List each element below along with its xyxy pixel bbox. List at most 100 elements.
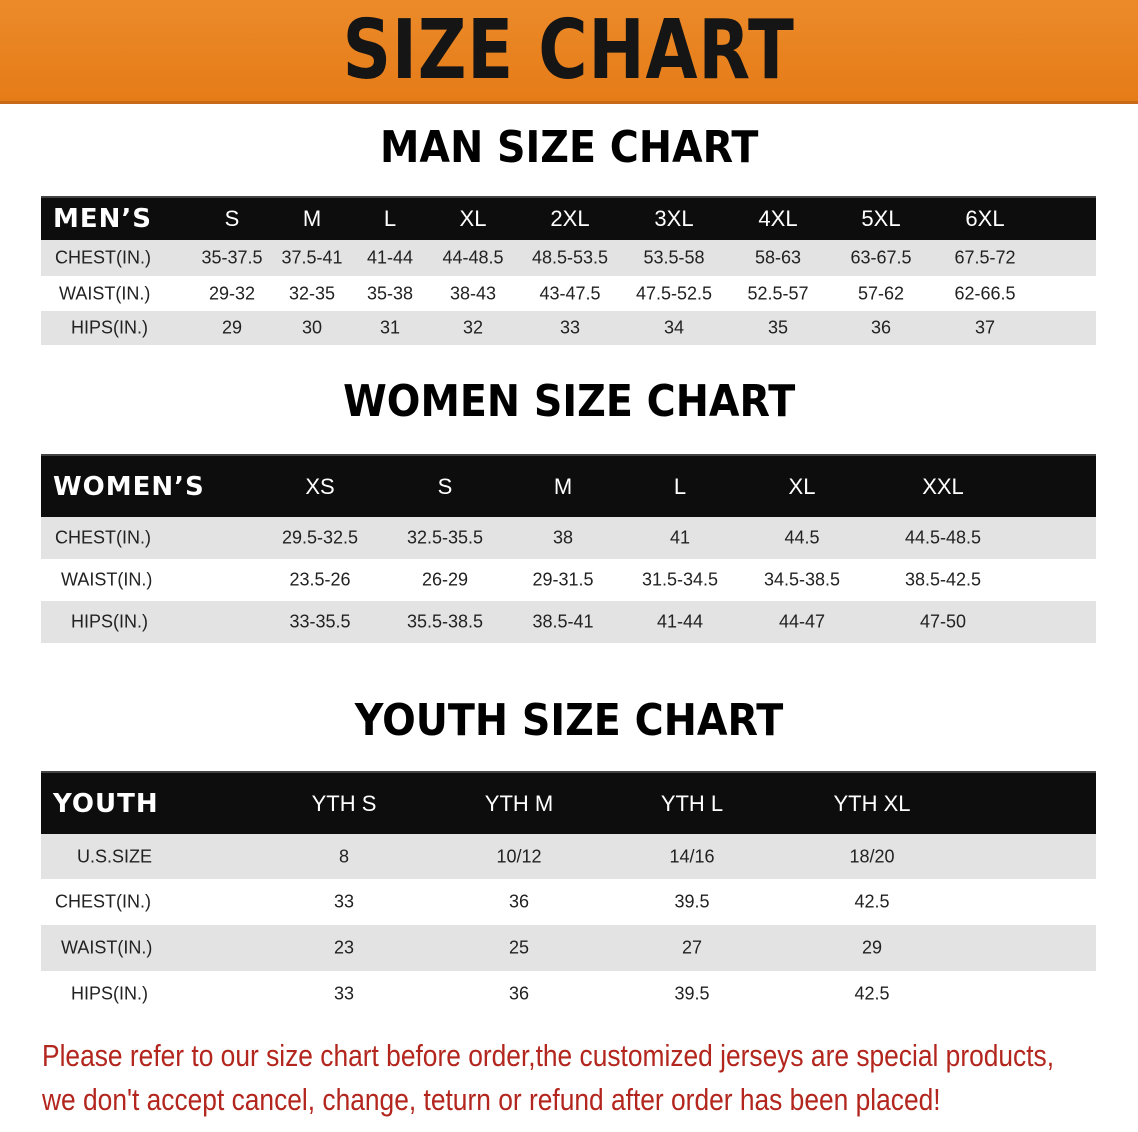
youth-size-table: YOUTH YTH S YTH M YTH L YTH XL U.S.SIZE 8 10/12…: [41, 771, 1096, 1016]
size-value: 39.5: [674, 891, 710, 912]
size-value: 36: [870, 317, 892, 338]
row-label: HIPS(IN.): [71, 611, 149, 632]
size-value: 44.5-48.5: [904, 527, 982, 548]
table-name: WOMEN’S: [53, 471, 205, 502]
table-header: WOMEN’S XS S M L XL XXL: [41, 454, 1096, 517]
size-value: 10/12: [496, 846, 542, 866]
size-value: 36: [508, 891, 530, 912]
size-value: 57-62: [857, 283, 905, 303]
notice-line-2: we don't accept cancel, change, teturn o…: [42, 1082, 941, 1117]
size-header: XS: [305, 473, 335, 499]
table-name: YOUTH: [53, 788, 159, 819]
table-row: CHEST(IN.) 35-37.5 37.5-41 41-44 44-48.5 48.5…: [41, 240, 1096, 276]
size-value: 25: [508, 937, 530, 958]
size-header: S: [224, 206, 240, 231]
size-value: 32-35: [288, 283, 336, 303]
size-value: 39.5: [674, 983, 710, 1003]
size-value: 35-38: [366, 283, 414, 303]
size-value: 67.5-72: [954, 247, 1016, 268]
table-name: MEN’S: [53, 204, 152, 234]
banner-title: SIZE CHART: [342, 3, 796, 98]
row-label: WAIST(IN.): [61, 569, 153, 590]
size-value: 47-50: [919, 611, 967, 632]
size-value: 29: [861, 937, 883, 958]
size-value: 23: [333, 937, 355, 958]
size-value: 32.5-35.5: [406, 527, 484, 548]
size-header: XXL: [922, 473, 964, 499]
size-chart-banner: SIZE CHART: [0, 0, 1138, 104]
table-header: YOUTH YTH S YTH M YTH L YTH XL: [41, 771, 1096, 834]
size-value: 27: [681, 937, 703, 958]
size-value: 63-67.5: [850, 247, 912, 268]
size-value: 8: [338, 846, 350, 866]
size-value: 37.5-41: [281, 247, 343, 268]
size-value: 44-47: [778, 611, 826, 632]
size-value: 36: [508, 983, 530, 1003]
size-value: 29: [221, 317, 243, 338]
row-label: HIPS(IN.): [71, 983, 149, 1003]
women-size-chart-title: WOMEN SIZE CHART: [0, 376, 1138, 427]
size-value: 37: [974, 317, 996, 338]
size-value: 52.5-57: [747, 283, 809, 303]
table-header: MEN’S S M L XL 2XL 3XL 4XL 5XL 6XL: [41, 196, 1096, 240]
size-value: 48.5-53.5: [531, 247, 609, 268]
size-value: 38.5-42.5: [904, 569, 982, 590]
table-row: U.S.SIZE 8 10/12 14/16 18/20: [41, 834, 1096, 879]
table-row: WAIST(IN.) 29-32 32-35 35-38 38-43 43-47.5 47.…: [41, 276, 1096, 311]
size-value: 35: [767, 317, 789, 338]
table-row: WAIST(IN.) 23.5-26 26-29 29-31.5 31.5-34.5 34…: [41, 559, 1096, 601]
size-value: 38-43: [449, 283, 497, 303]
row-label: CHEST(IN.): [55, 891, 151, 912]
size-value: 41-44: [366, 247, 414, 268]
size-value: 43-47.5: [539, 283, 601, 303]
row-label: U.S.SIZE: [77, 846, 153, 866]
size-value: 30: [301, 317, 323, 338]
size-header: 2XL: [550, 206, 590, 231]
size-value: 35.5-38.5: [406, 611, 484, 632]
size-value: 32: [462, 317, 484, 338]
size-header: 5XL: [861, 206, 901, 231]
size-value: 26-29: [421, 569, 469, 590]
size-header: M: [553, 473, 573, 499]
size-header: YTH XL: [833, 790, 911, 816]
size-value: 58-63: [754, 247, 802, 268]
size-header: 4XL: [758, 206, 798, 231]
size-value: 42.5: [854, 983, 890, 1003]
size-value: 34: [663, 317, 685, 338]
size-value: 38: [552, 527, 574, 548]
table-row: HIPS(IN.) 33-35.5 35.5-38.5 38.5-41 41-44 44-…: [41, 601, 1096, 643]
size-value: 41: [669, 527, 691, 548]
size-value: 41-44: [656, 611, 704, 632]
size-value: 29-31.5: [532, 569, 594, 590]
table-row: CHEST(IN.) 29.5-32.5 32.5-35.5 38 41 44.5 44.5…: [41, 517, 1096, 559]
size-header: L: [383, 206, 397, 231]
size-value: 44-48.5: [442, 247, 504, 268]
size-header: YTH M: [484, 790, 554, 816]
row-label: HIPS(IN.): [71, 317, 149, 338]
size-value: 33: [559, 317, 581, 338]
size-value: 53.5-58: [643, 247, 705, 268]
size-value: 47.5-52.5: [635, 283, 713, 303]
table-row: HIPS(IN.) 33 36 39.5 42.5: [41, 971, 1096, 1016]
row-label: WAIST(IN.): [59, 283, 151, 303]
size-header: S: [437, 473, 453, 499]
size-value: 33: [333, 891, 355, 912]
size-value: 29.5-32.5: [281, 527, 359, 548]
size-header: 3XL: [654, 206, 694, 231]
size-header: XL: [459, 206, 487, 231]
table-row: WAIST(IN.) 23 25 27 29: [41, 925, 1096, 971]
size-value: 14/16: [669, 846, 715, 866]
size-header: M: [302, 206, 322, 231]
size-value: 42.5: [854, 891, 890, 912]
table-row: HIPS(IN.) 29 30 31 32 33 34 35 36 37: [41, 311, 1096, 345]
size-value: 33-35.5: [289, 611, 351, 632]
size-value: 35-37.5: [201, 247, 263, 268]
size-header: YTH S: [311, 790, 377, 816]
size-value: 62-66.5: [954, 283, 1016, 303]
size-value: 23.5-26: [289, 569, 351, 590]
title-text: WOMEN SIZE CHART: [342, 376, 796, 427]
size-value: 38.5-41: [532, 611, 594, 632]
row-label: CHEST(IN.): [55, 247, 151, 268]
table-row: CHEST(IN.) 33 36 39.5 42.5: [41, 879, 1096, 925]
row-label: WAIST(IN.): [61, 937, 153, 958]
